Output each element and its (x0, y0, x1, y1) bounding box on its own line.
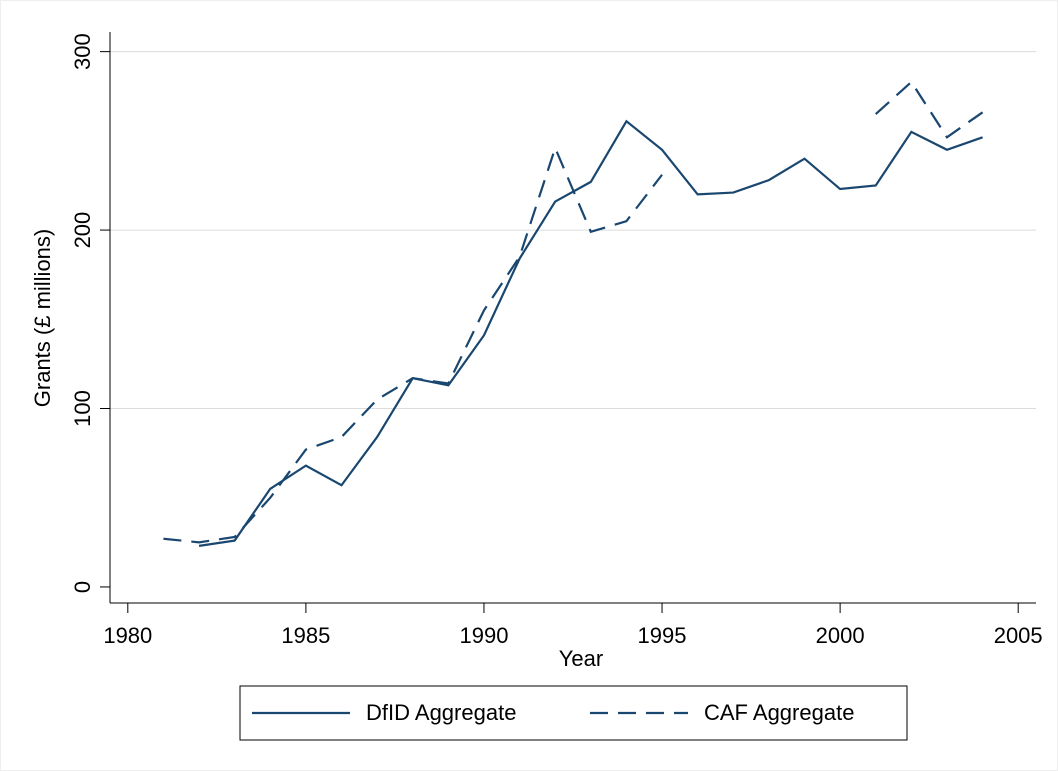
x-axis-label: Year (559, 646, 603, 671)
y-axis-label: Grants (£ millions) (30, 229, 55, 407)
y-tick-label: 0 (70, 581, 95, 593)
line-series (198, 119, 983, 547)
x-tick-label: 1985 (281, 623, 330, 648)
x-tick-label: 2000 (816, 623, 865, 648)
legend-box (239, 685, 908, 741)
x-tick-label: 1980 (103, 623, 152, 648)
y-tick-label: 300 (70, 33, 95, 70)
legend-label: CAF Aggregate (704, 700, 854, 725)
legend-label: DfID Aggregate (366, 700, 516, 725)
y-tick-label: 200 (70, 212, 95, 249)
x-tick-label: 1990 (459, 623, 508, 648)
x-tick-label: 1995 (638, 623, 687, 648)
x-tick-label: 2005 (994, 623, 1043, 648)
y-tick-label: 100 (70, 390, 95, 427)
line-series (163, 80, 984, 544)
